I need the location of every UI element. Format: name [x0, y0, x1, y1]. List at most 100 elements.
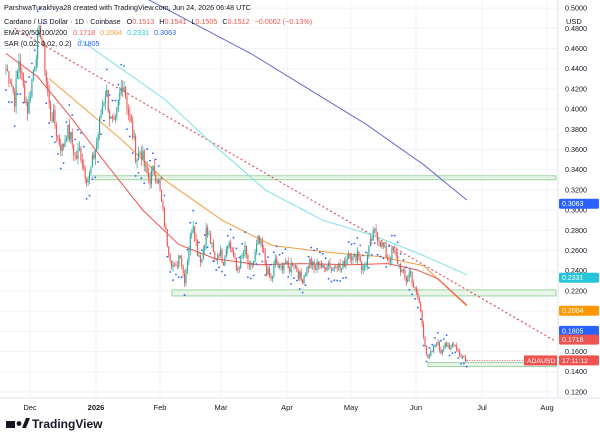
candle-body: [169, 254, 171, 261]
candle-body: [173, 264, 176, 266]
candle-body: [83, 165, 85, 169]
candle-body: [425, 346, 428, 355]
candle-body: [122, 87, 124, 92]
candle-body: [37, 33, 39, 60]
candle-body: [73, 144, 75, 156]
sar-dot: [388, 245, 390, 248]
candle-body: [316, 261, 318, 270]
high-value: 0.1541: [164, 17, 186, 26]
candle-body: [86, 178, 88, 183]
sar-dot: [379, 255, 382, 258]
candle-body: [400, 264, 402, 273]
candle-body: [304, 275, 307, 277]
candle-body: [195, 238, 197, 241]
candle-body: [374, 228, 376, 231]
candle-body: [256, 244, 258, 253]
candle-body: [107, 89, 109, 112]
candle-body: [397, 255, 399, 265]
candle-body: [48, 92, 50, 104]
candle-body: [205, 227, 207, 246]
candle-body: [137, 153, 140, 161]
candle-body: [250, 263, 252, 266]
sar-dot: [45, 102, 48, 105]
candle-body: [281, 265, 284, 270]
candle-body: [276, 258, 278, 264]
candle-body: [158, 180, 160, 183]
sar-dot: [434, 337, 437, 339]
sar-dot: [74, 138, 77, 141]
candle-body: [88, 172, 91, 180]
sar-dot: [111, 99, 114, 102]
candle-body: [201, 259, 203, 263]
candle-body: [290, 262, 292, 272]
sar-dot: [281, 252, 284, 255]
candle-body: [410, 271, 412, 273]
candle-body: [94, 149, 96, 159]
candle-body: [315, 268, 317, 270]
candle-body: [47, 81, 49, 93]
ema200-value: 0.3063: [154, 28, 176, 37]
sar-dot: [123, 65, 125, 67]
candle-body: [29, 96, 32, 98]
candle-body: [244, 245, 246, 255]
sar-dot: [365, 251, 367, 254]
sar-dot: [13, 125, 16, 127]
sar-dot: [448, 354, 451, 357]
candle-body: [28, 96, 30, 114]
close-value: 0.1512: [228, 17, 250, 26]
sar-dot: [287, 276, 290, 278]
candle-body: [395, 251, 397, 256]
candle-body: [296, 266, 298, 272]
candle-body: [333, 267, 335, 269]
tradingview-logo[interactable]: TradingView: [6, 417, 103, 431]
sar-dot: [249, 277, 252, 280]
sar-dot: [405, 266, 408, 269]
sar-dot: [65, 121, 68, 123]
candle-body: [42, 40, 44, 44]
time-axis[interactable]: Dec 2026 Feb Mar Apr May Jun Jul Aug: [23, 403, 553, 412]
candle-body: [160, 190, 163, 202]
sar-dot: [103, 119, 105, 122]
sar-dot: [393, 234, 396, 237]
candle-body: [6, 68, 8, 71]
price-tick-label: 0.3800: [565, 125, 587, 134]
currency-label[interactable]: USD: [566, 17, 582, 26]
candle-body: [348, 253, 350, 259]
sar-dot: [229, 228, 232, 231]
sar-dot: [68, 104, 71, 106]
sar-dot: [319, 251, 321, 254]
candle-body: [247, 254, 249, 265]
candle-body: [378, 240, 380, 242]
candle-body: [424, 336, 426, 347]
candle-body: [338, 263, 340, 268]
sar-dot: [422, 344, 425, 347]
candle-body: [60, 144, 62, 152]
candle-body: [312, 261, 314, 266]
last-price-tag: [559, 355, 599, 366]
sar-dot: [235, 247, 238, 250]
sar-dot: [416, 306, 419, 309]
candle-body: [217, 255, 219, 260]
sar-legend[interactable]: SAR (0.02, 0.02, 0.2) 0.1805: [4, 39, 100, 48]
ema-legend[interactable]: EMA 20/50/100/200 0.1718 0.2004 0.2331 0…: [4, 28, 176, 37]
sar-dot: [189, 221, 192, 224]
candle-body: [55, 125, 57, 136]
sar-dot: [206, 246, 209, 249]
sar-dot: [321, 252, 324, 255]
candle-body: [258, 235, 260, 243]
sar-dot: [16, 93, 19, 95]
candle-body: [457, 350, 459, 352]
candle-body: [129, 114, 131, 116]
sar-dot: [172, 279, 174, 282]
candle-body: [113, 118, 115, 120]
sar-dot: [391, 234, 393, 237]
sar-dot: [192, 209, 195, 212]
sar-dot: [157, 165, 160, 167]
sar-dot: [359, 244, 362, 247]
candle-body: [123, 87, 125, 92]
symbol-legend[interactable]: Cardano / US Dollar · 1D · Coinbase O0.1…: [4, 17, 312, 26]
candle-body: [142, 151, 144, 159]
candle-body: [266, 263, 268, 275]
candle-body: [185, 270, 187, 284]
